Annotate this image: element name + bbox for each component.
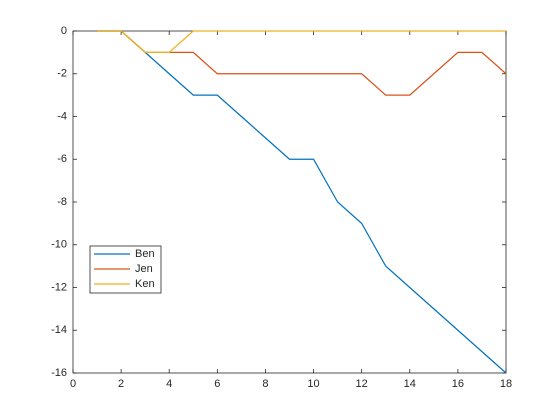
x-tick-label: 4 — [166, 378, 172, 390]
line-series — [97, 30, 506, 53]
x-tick-label: 0 — [70, 378, 76, 390]
legend-label: Ken — [135, 278, 155, 290]
y-tick-label: -16 — [51, 367, 67, 379]
x-tick-label: 14 — [404, 378, 416, 390]
x-tick-label: 12 — [356, 378, 368, 390]
x-tick-label: 2 — [118, 378, 124, 390]
y-tick-label: -14 — [51, 324, 67, 336]
x-tick-label: 16 — [452, 378, 464, 390]
x-tick-label: 18 — [500, 378, 512, 390]
y-tick-label: -4 — [57, 110, 67, 122]
x-tick-label: 10 — [307, 378, 319, 390]
legend-label: Ben — [135, 248, 155, 260]
y-tick-label: -12 — [51, 281, 67, 293]
line-series — [97, 30, 507, 374]
y-tick-label: -2 — [57, 68, 67, 80]
y-tick-label: -8 — [57, 196, 67, 208]
y-tick-label: -6 — [57, 153, 67, 165]
legend-label: Jen — [135, 263, 153, 275]
x-tick-label: 8 — [262, 378, 268, 390]
x-tick-label: 6 — [214, 378, 220, 390]
y-tick-label: 0 — [61, 25, 67, 37]
y-tick-label: -10 — [51, 239, 67, 251]
plot-area — [72, 30, 507, 374]
